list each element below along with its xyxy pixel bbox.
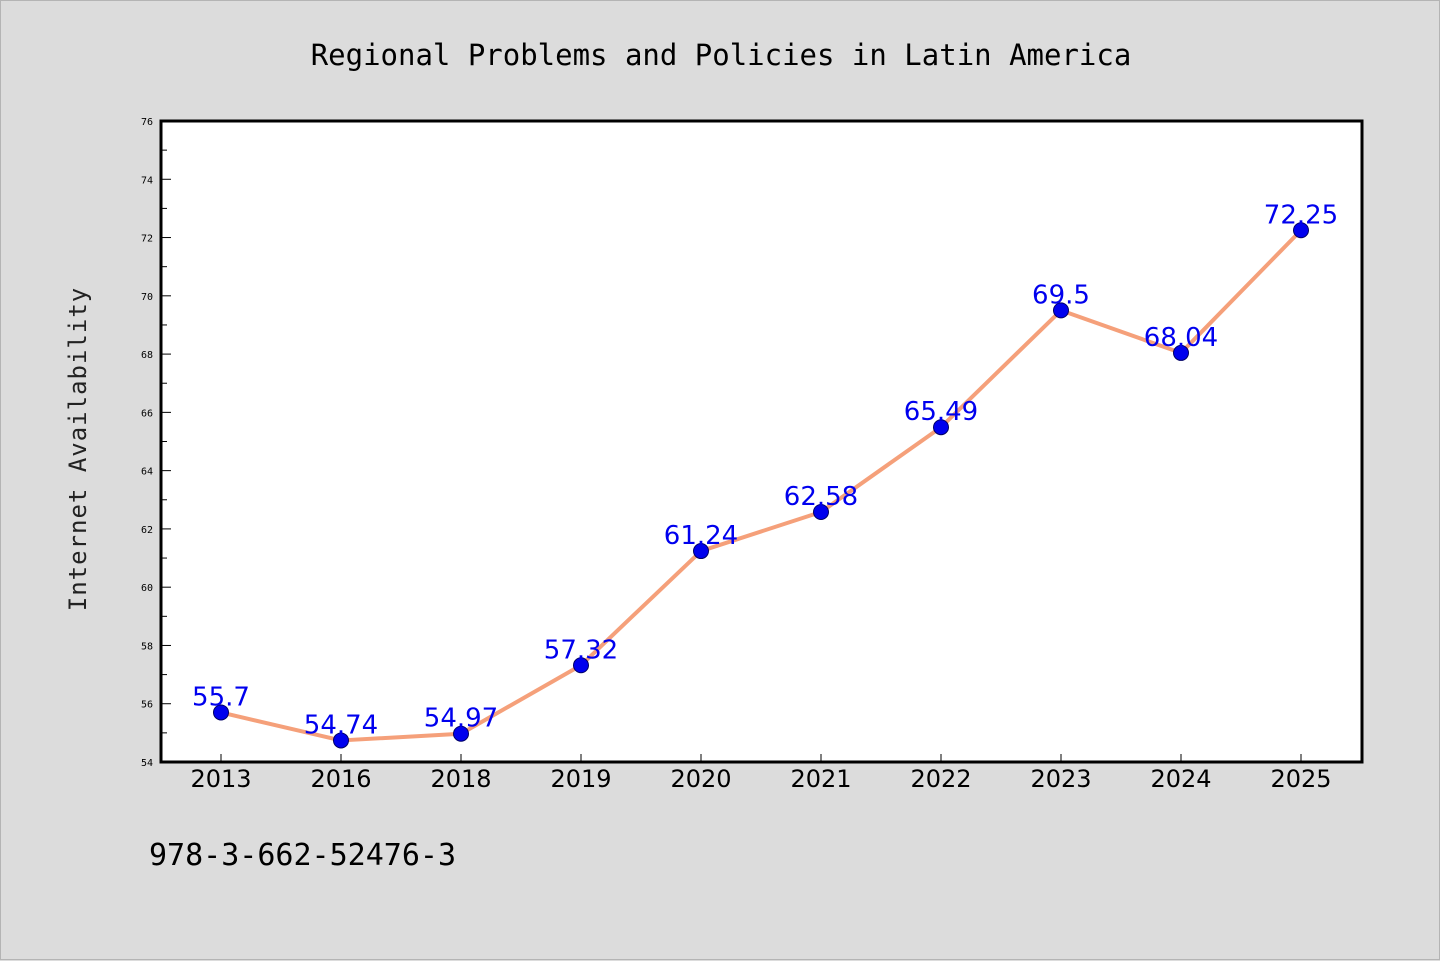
plot-area: [159, 119, 1364, 764]
x-tick-label: 2023: [1030, 765, 1091, 793]
data-label: 54.74: [304, 710, 378, 740]
x-tick-label: 2018: [430, 765, 491, 793]
y-tick-label: 62: [141, 525, 153, 536]
x-tick-label: 2019: [550, 765, 611, 793]
series-layer: [213, 222, 1309, 749]
data-label: 61.24: [664, 521, 738, 551]
y-tick-label: 66: [141, 408, 153, 419]
data-point: [573, 657, 589, 674]
y-tick-label: 72: [141, 234, 153, 245]
chart-title: Regional Problems and Policies in Latin …: [311, 38, 1132, 72]
y-tick-label: 64: [141, 467, 153, 478]
data-point: [1293, 222, 1309, 239]
data-label: 68.04: [1144, 323, 1218, 353]
isbn-note: 978-3-662-52476-3: [149, 838, 456, 873]
y-tick-label: 56: [141, 700, 153, 711]
data-label: 65.49: [904, 397, 978, 427]
data-point: [813, 504, 829, 521]
y-tick-label: 58: [141, 641, 153, 652]
data-point: [333, 732, 349, 749]
data-label: 69.5: [1032, 280, 1090, 310]
data-labels: 55.7 54.74 54.97 57.32 61.24 62.58 65.49 69.5 68…: [192, 200, 1338, 740]
y-axis: 54 56 58 60 62 64 66 68 70 72 74 76: [141, 117, 171, 769]
y-axis-label: Internet Availability: [64, 287, 92, 611]
data-label: 54.97: [424, 704, 498, 734]
x-tick-label: 2016: [310, 765, 371, 793]
y-tick-label: 76: [141, 117, 153, 128]
data-label: 62.58: [784, 482, 858, 512]
data-label: 55.7: [192, 682, 250, 712]
data-point: [933, 419, 949, 436]
y-tick-label: 60: [141, 583, 153, 594]
data-point: [1173, 344, 1189, 361]
series-line: [219, 228, 1303, 743]
data-point: [1053, 302, 1069, 319]
y-tick-label: 70: [141, 292, 153, 303]
y-tick-label: 74: [141, 175, 153, 186]
data-label: 57.32: [544, 635, 618, 665]
data-point: [213, 704, 229, 721]
y-tick-label: 54: [141, 758, 153, 769]
data-point: [693, 543, 709, 560]
x-tick-label: 2020: [670, 765, 731, 793]
y-tick-label: 68: [141, 350, 153, 361]
x-tick-label: 2025: [1270, 765, 1331, 793]
x-tick-label: 2013: [190, 765, 251, 793]
x-axis: 2013 2016 2018 2019 2020 2021 2022 2023 2024 2025: [190, 754, 1332, 793]
x-tick-label: 2024: [1150, 765, 1211, 793]
data-point: [453, 725, 469, 742]
x-tick-label: 2022: [910, 765, 971, 793]
data-label: 72.25: [1264, 200, 1338, 230]
x-tick-label: 2021: [790, 765, 851, 793]
